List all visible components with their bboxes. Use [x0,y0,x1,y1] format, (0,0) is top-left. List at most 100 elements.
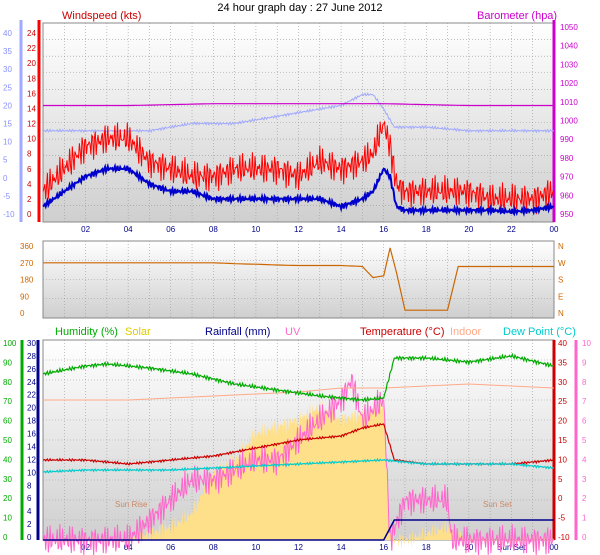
tick-label-humidity: 100 [3,339,17,348]
legend-item: Solar [125,326,151,338]
tick-label-windspeed: 22 [27,44,36,53]
x-tick-label: 16 [379,225,388,234]
legend-item: Humidity (%) [55,326,118,338]
tick-label-barometer: 990 [560,135,574,144]
solar-area [43,397,554,550]
legend-item: UV [285,326,301,338]
tick-label-humidity: 50 [3,436,12,445]
tick-label-windspeed: 2 [27,195,32,204]
tick-label-humidity: 0 [3,533,8,542]
tick-label-uv: 2 [582,494,587,503]
tick-label-uv: 8 [582,378,587,387]
tick-label-windspeed: 24 [27,29,36,38]
compass-label: S [558,276,563,285]
tick-label-temperature: 10 [558,455,567,464]
tick-label-windspeed: 14 [27,104,36,113]
x-tick-label: 22 [507,225,516,234]
tick-label-windspeed: 10 [27,135,36,144]
tick-label-humidity: 90 [3,358,12,367]
tick-label-rain: 10 [27,468,36,477]
tick-label-temperature: 5 [558,475,563,484]
tick-label-temperature: 30 [558,378,567,387]
x-tick-label: 00 [550,225,559,234]
tick-label-uv: 4 [582,455,587,464]
tick-label-uv: 1 [582,514,587,523]
uv-line [42,374,555,555]
x-tick-label: 20 [464,225,473,234]
tick-label-rain: 20 [27,404,36,413]
tick-label-temperature: 20 [558,417,567,426]
tick-label-blue: 15 [3,120,12,129]
tick-label-uv: 9 [582,358,587,367]
windspeed-label: Windspeed (kts) [62,10,141,22]
compass-label: W [558,259,566,268]
x-tick-label: 12 [294,543,303,552]
tick-label-blue: 10 [3,138,12,147]
tick-label-barometer: 1050 [560,23,578,32]
tick-label-temperature: 15 [558,436,567,445]
tick-label-humidity: 60 [3,417,12,426]
tick-label-uv: 10 [582,339,591,348]
x-tick-label: 14 [337,543,346,552]
tick-label-barometer: 1020 [560,79,578,88]
tick-label-barometer: 1010 [560,98,578,107]
tick-label-windspeed: 0 [27,210,32,219]
tick-label-barometer: 1040 [560,42,578,51]
tick-label-blue: 20 [3,101,12,110]
x-tick-label: 06 [166,543,175,552]
tick-label-rain: 26 [27,365,36,374]
tick-label-blue: -10 [3,210,15,219]
indoor-line [43,383,555,401]
compass-label: N [558,242,564,251]
x-tick-label: 08 [209,543,218,552]
tick-label-rain: 12 [27,455,36,464]
tick-label-windspeed: 12 [27,120,36,129]
x-tick-label: 06 [166,225,175,234]
x-tick-label: 16 [379,543,388,552]
tick-label-rain: 16 [27,430,36,439]
tick-label-rain: 2 [27,520,32,529]
tick-label-rain: 8 [27,481,32,490]
tick-label-blue: 30 [3,65,12,74]
tick-label-rain: 18 [27,417,36,426]
tick-label-uv: 0 [582,533,587,542]
tick-label-windspeed: 18 [27,74,36,83]
legend-item: Rainfall (mm) [205,326,270,338]
x-tick-label: Sun Set [497,543,526,552]
direction-line [43,247,554,311]
tick-label-barometer: 960 [560,191,574,200]
x-tick-label: 10 [251,225,260,234]
tick-label-humidity: 30 [3,475,12,484]
blue-series-line [42,92,554,134]
x-tick-label: 04 [124,225,133,234]
tick-label-humidity: 20 [3,494,12,503]
windspeed-line [42,162,555,218]
barometer-label: Barometer (hpa) [477,10,557,22]
tick-label-temperature: -10 [558,533,570,542]
dewpoint-line [42,457,555,474]
tick-label-temperature: -5 [558,514,566,523]
tick-label-temperature: 35 [558,358,567,367]
x-tick-label: 18 [422,543,431,552]
x-tick-label: 18 [422,225,431,234]
x-tick-label: 02 [81,225,90,234]
tick-label-humidity: 70 [3,397,12,406]
legend-item: Temperature (°C) [360,326,444,338]
tick-label-barometer: 980 [560,154,574,163]
tick-label-windspeed: 20 [27,59,36,68]
tick-label-barometer: 1000 [560,117,578,126]
compass-label: E [558,292,563,301]
tick-label-rain: 6 [27,494,32,503]
tick-label-direction: 0 [20,309,25,318]
tick-label-blue: -5 [3,192,11,201]
tick-label-blue: 0 [3,174,8,183]
chart-title: 24 hour graph day : 27 June 2012 [217,2,382,14]
tick-label-rain: 14 [27,442,36,451]
tick-label-rain: 30 [27,339,36,348]
tick-label-rain: 4 [27,507,32,516]
x-tick-label: 08 [209,225,218,234]
tick-label-direction: 360 [20,242,34,251]
tick-label-humidity: 10 [3,514,12,523]
x-tick-label: 10 [251,543,260,552]
compass-label: N [558,309,564,318]
